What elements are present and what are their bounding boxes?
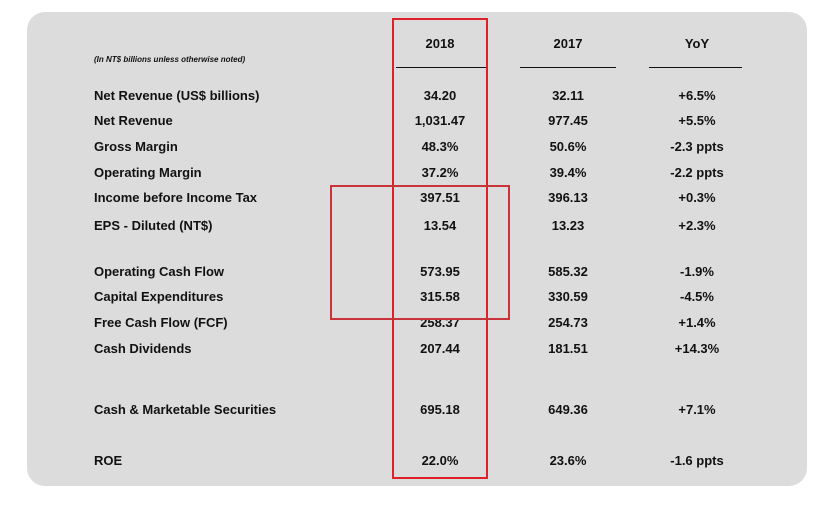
highlight-2018-column: [392, 18, 488, 479]
row-label: Free Cash Flow (FCF): [94, 315, 228, 330]
value-yoy: +5.5%: [678, 113, 716, 128]
value-2018: 695.18: [420, 402, 460, 417]
table-row: Operating Cash Flow 573.95 585.32 -1.9%: [0, 262, 840, 282]
value-yoy: +7.1%: [678, 402, 716, 417]
table-row: Income before Income Tax 397.51 396.13 +…: [0, 188, 840, 208]
table-row: Cash & Marketable Securities 695.18 649.…: [0, 400, 840, 420]
row-label: Cash Dividends: [94, 341, 192, 356]
value-2018: 207.44: [420, 341, 460, 356]
value-yoy: -4.5%: [680, 289, 714, 304]
table-row: Net Revenue 1,031.47 977.45 +5.5%: [0, 111, 840, 131]
value-2017: 32.11: [552, 88, 584, 103]
value-2017: 39.4%: [549, 165, 587, 180]
row-label: Net Revenue (US$ billions): [94, 88, 260, 103]
column-header-2017: 2017: [553, 36, 583, 51]
highlight-box: [330, 185, 510, 320]
row-label: Operating Margin: [94, 165, 202, 180]
value-2017: 585.32: [548, 264, 588, 279]
value-2017: 50.6%: [549, 139, 587, 154]
value-yoy: +6.5%: [678, 88, 716, 103]
value-2017: 23.6%: [549, 453, 587, 468]
header-underline-yoy: [649, 67, 742, 68]
value-2018: 22.0%: [421, 453, 459, 468]
table-row: Capital Expenditures 315.58 330.59 -4.5%: [0, 287, 840, 307]
value-yoy: -1.9%: [680, 264, 714, 279]
column-header-2018: 2018: [425, 36, 455, 51]
column-header-yoy: YoY: [684, 36, 710, 51]
row-label: Gross Margin: [94, 139, 178, 154]
table-row: EPS - Diluted (NT$) 13.54 13.23 +2.3%: [0, 216, 840, 236]
value-2018: 573.95: [420, 264, 460, 279]
row-label: EPS - Diluted (NT$): [94, 218, 213, 233]
table-panel: [27, 12, 807, 486]
row-label: Cash & Marketable Securities: [94, 402, 277, 417]
value-yoy: -1.6 ppts: [670, 453, 724, 468]
row-label: Income before Income Tax: [94, 190, 258, 205]
value-yoy: +2.3%: [678, 218, 716, 233]
value-2018: 48.3%: [421, 139, 459, 154]
table-row: Net Revenue (US$ billions) 34.20 32.11 +…: [0, 86, 840, 106]
value-2018: 34.20: [423, 88, 457, 103]
value-yoy: +14.3%: [674, 341, 720, 356]
value-yoy: +1.4%: [678, 315, 716, 330]
value-2017: 254.73: [548, 315, 588, 330]
table-row: Operating Margin 37.2% 39.4% -2.2 ppts: [0, 163, 840, 183]
value-2018: 37.2%: [421, 165, 459, 180]
value-2018: 13.54: [423, 218, 457, 233]
value-2017: 396.13: [548, 190, 588, 205]
value-2018: 1,031.47: [414, 113, 466, 128]
table-row: Cash Dividends 207.44 181.51 +14.3%: [0, 339, 840, 359]
value-2017: 181.51: [548, 341, 588, 356]
table-row: ROE 22.0% 23.6% -1.6 ppts: [0, 451, 840, 471]
value-2017: 649.36: [548, 402, 588, 417]
row-label: Capital Expenditures: [94, 289, 224, 304]
units-note: (In NT$ billions unless otherwise noted): [94, 55, 246, 64]
table-row: Gross Margin 48.3% 50.6% -2.3 ppts: [0, 137, 840, 157]
header-underline-2018: [396, 67, 488, 68]
header-underline-2017: [520, 67, 616, 68]
value-yoy: -2.2 ppts: [670, 165, 724, 180]
value-2018: 397.51: [420, 190, 460, 205]
value-yoy: +0.3%: [678, 190, 716, 205]
value-2017: 330.59: [548, 289, 588, 304]
row-label: ROE: [94, 453, 123, 468]
value-yoy: -2.3 ppts: [670, 139, 724, 154]
row-label: Operating Cash Flow: [94, 264, 225, 279]
value-2017: 977.45: [548, 113, 588, 128]
row-label: Net Revenue: [94, 113, 173, 128]
value-2017: 13.23: [551, 218, 585, 233]
value-2018: 315.58: [420, 289, 460, 304]
